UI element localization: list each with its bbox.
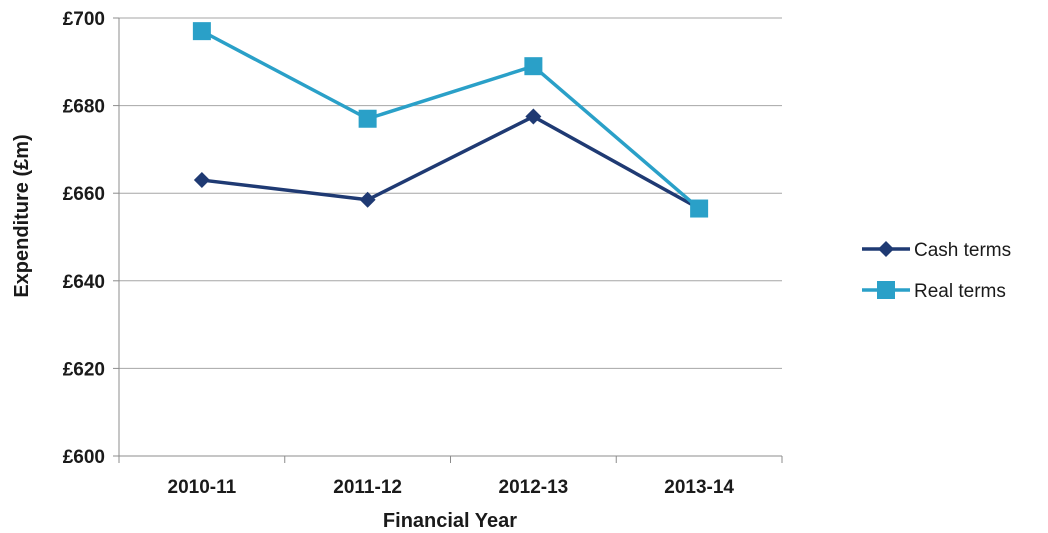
- legend-item: Real terms: [862, 281, 1006, 302]
- series-real-terms: [192, 22, 709, 218]
- x-axis-title: Financial Year: [383, 510, 517, 532]
- series-cash-terms: [193, 108, 708, 217]
- y-tick-label: £700: [63, 9, 105, 30]
- series-line: [201, 114, 700, 211]
- data-point-square: [192, 22, 211, 41]
- legend-item: Cash terms: [862, 240, 1011, 261]
- y-tick-label: £640: [63, 272, 105, 293]
- data-point-diamond: [193, 172, 210, 189]
- y-tick-label: £680: [63, 97, 105, 118]
- x-tick-label: 2011-12: [333, 477, 402, 498]
- series-line: [201, 29, 701, 210]
- legend-label: Cash terms: [914, 240, 1011, 261]
- data-point-square: [524, 57, 543, 76]
- y-tick-labels: £600 £620 £640 £660 £680 £700: [63, 9, 105, 468]
- y-tick-label: £620: [63, 359, 105, 380]
- data-point-square: [690, 199, 709, 218]
- legend-label: Real terms: [914, 281, 1006, 302]
- gridlines: [119, 17, 782, 369]
- data-point-diamond: [525, 108, 542, 125]
- y-tick-label: £600: [63, 447, 105, 468]
- x-tick-labels: 2010-11 2011-12 2012-13 2013-14: [168, 477, 735, 498]
- x-tick-label: 2010-11: [168, 477, 237, 498]
- legend-marker: [877, 281, 895, 299]
- data-point-diamond: [359, 191, 376, 208]
- series-group: [192, 22, 709, 218]
- axes: [113, 17, 783, 463]
- legend: Cash terms Real terms: [862, 240, 1011, 302]
- x-tick-label: 2013-14: [664, 477, 734, 498]
- y-axis-title: Expenditure (£m): [11, 134, 33, 297]
- x-tick-label: 2012-13: [499, 477, 569, 498]
- data-point-square: [358, 109, 377, 128]
- legend-marker: [878, 241, 894, 257]
- y-tick-label: £660: [63, 184, 105, 205]
